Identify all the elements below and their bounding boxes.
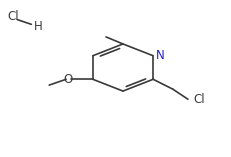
Text: N: N: [155, 49, 164, 62]
Text: H: H: [33, 20, 42, 33]
Text: O: O: [64, 73, 73, 86]
Text: Cl: Cl: [193, 93, 204, 106]
Text: Cl: Cl: [7, 10, 19, 23]
